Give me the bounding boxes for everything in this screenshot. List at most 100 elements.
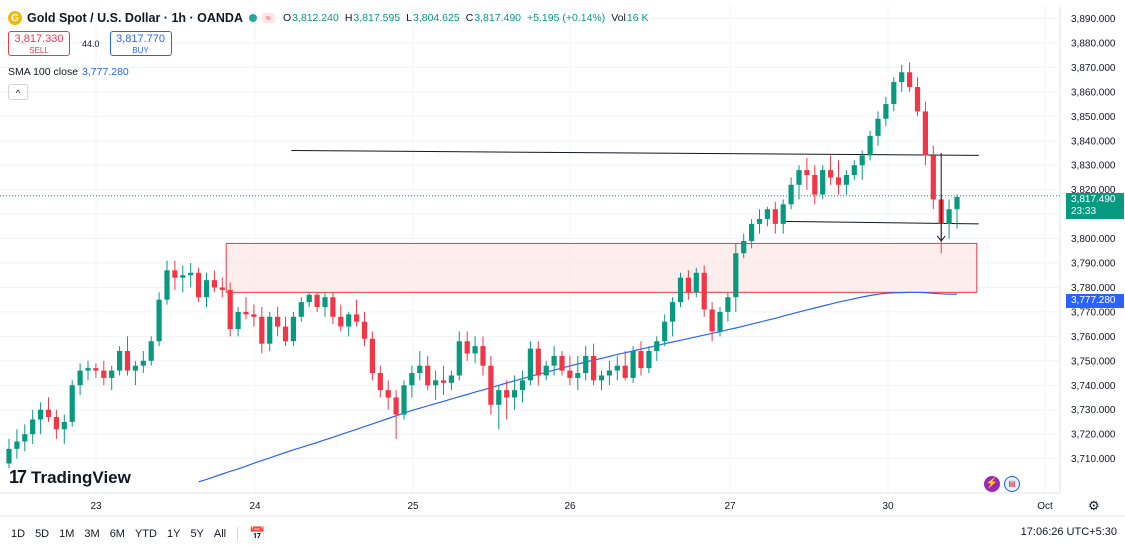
candle-body [907, 72, 913, 87]
timeframe-5d[interactable]: 5D [35, 528, 50, 540]
candle-body [117, 351, 123, 371]
spread-value: 44.0 [82, 38, 100, 49]
candle-body [804, 170, 810, 175]
candle-body [124, 351, 131, 371]
candle-body [219, 287, 225, 290]
timeframe-all[interactable]: All [213, 528, 227, 540]
candle-body [275, 316, 281, 327]
collapse-legend-button[interactable]: ^ [8, 84, 28, 100]
y-tick-label: 3,880.000 [1071, 38, 1116, 49]
timeframe-bar: 1D 5D 1M 3M 6M YTD 1Y 5Y All 📅 [6, 526, 270, 542]
candle-body [401, 385, 407, 415]
clock[interactable]: 17:06:26 UTC+5:30 [1020, 526, 1117, 538]
candle-body [314, 294, 320, 308]
low-value: 3,804.625 [412, 12, 460, 24]
candle-body [835, 177, 842, 185]
candle-body [780, 204, 786, 224]
candle-body [361, 321, 368, 339]
x-tick-label: 24 [249, 501, 261, 512]
candle-body [85, 368, 91, 371]
gold-coin-icon: G [8, 11, 22, 25]
candle-body [504, 390, 510, 398]
candle-body [883, 104, 889, 119]
candle-body [693, 272, 699, 293]
high-label: H [344, 12, 353, 24]
candle-body [646, 351, 652, 369]
candle-body [654, 341, 660, 352]
symbol-header: G Gold Spot / U.S. Dollar · 1h · OANDA ≈… [8, 9, 654, 27]
y-tick-label: 3,770.000 [1071, 307, 1116, 318]
tradingview-branding[interactable]: 17 TradingView [9, 467, 131, 488]
buy-button[interactable]: 3,817.770 BUY [109, 31, 172, 56]
candle-body [480, 346, 486, 366]
resistance-line [291, 150, 979, 156]
tradingview-logo-icon: 17 [9, 467, 27, 487]
timeframe-6m[interactable]: 6M [109, 528, 125, 540]
alert-icon[interactable]: ⚡ [984, 476, 1000, 492]
candle-body [464, 341, 470, 354]
timeframe-3m[interactable]: 3M [84, 528, 100, 540]
timeframe-ytd[interactable]: YTD [134, 528, 157, 540]
x-tick-label: Oct [1037, 501, 1053, 512]
candle-body [788, 184, 794, 205]
candle-body [22, 434, 28, 442]
candle-body [338, 316, 344, 327]
candle-body [519, 380, 526, 391]
candle-body [843, 174, 849, 185]
candle-body [559, 355, 565, 371]
candle-body [717, 311, 723, 332]
calendar-icon[interactable]: 📅 [249, 526, 266, 541]
candle-body [954, 196, 960, 210]
timeframe-1y[interactable]: 1Y [166, 528, 181, 540]
flag-icon[interactable]: ▤ [1004, 476, 1020, 492]
sell-price: 3,817.330 [14, 33, 64, 45]
y-tick-label: 3,860.000 [1071, 87, 1116, 98]
y-tick-label: 3,840.000 [1071, 136, 1116, 147]
candle-body [828, 170, 834, 178]
candle-body [109, 370, 115, 378]
demand-zone [225, 242, 978, 293]
divider [237, 527, 239, 541]
trade-panel: 3,817.330 SELL 44.0 3,817.770 BUY [8, 31, 172, 56]
candle-body [409, 373, 415, 386]
candle-body [875, 118, 881, 136]
close-label: C [465, 12, 474, 24]
candle-body [377, 373, 383, 391]
symbol-title[interactable]: Gold Spot / U.S. Dollar · 1h · OANDA [27, 11, 243, 25]
branding-text: TradingView [31, 467, 131, 487]
candle-body [298, 302, 304, 317]
buy-price: 3,817.770 [116, 33, 165, 45]
candle-body [930, 155, 936, 200]
candle-body [440, 380, 447, 383]
settings-gear-icon[interactable]: ⚙ [1088, 498, 1100, 513]
candle-body [417, 365, 423, 374]
candle-body [756, 218, 763, 224]
candle-body [662, 321, 668, 342]
candle-body [148, 341, 154, 361]
timeframe-1d[interactable]: 1D [11, 528, 26, 540]
sma-legend[interactable]: SMA 100 close 3,777.280 [8, 66, 129, 78]
candle-body [638, 351, 644, 369]
timeframe-1m[interactable]: 1M [59, 528, 75, 540]
candle-body [211, 280, 217, 288]
candle-body [725, 297, 731, 312]
candle-body [140, 360, 146, 366]
candle-body [741, 240, 747, 254]
candle-body [670, 302, 676, 322]
candle-body [812, 174, 818, 195]
candle-body [527, 348, 533, 381]
candle-body [575, 373, 581, 378]
sell-button[interactable]: 3,817.330 SELL [8, 31, 70, 56]
last-price-label: 3,817.490 23:33 [1066, 193, 1124, 219]
candle-body [448, 375, 454, 383]
candle-body [172, 270, 178, 278]
candle-body [30, 419, 36, 435]
candle-body [14, 441, 20, 449]
timeframe-5y[interactable]: 5Y [190, 528, 204, 540]
candle-body [53, 417, 59, 430]
candle-body [227, 289, 233, 330]
candle-body [685, 277, 691, 293]
candle-body [630, 351, 636, 378]
candle-body [346, 314, 352, 327]
